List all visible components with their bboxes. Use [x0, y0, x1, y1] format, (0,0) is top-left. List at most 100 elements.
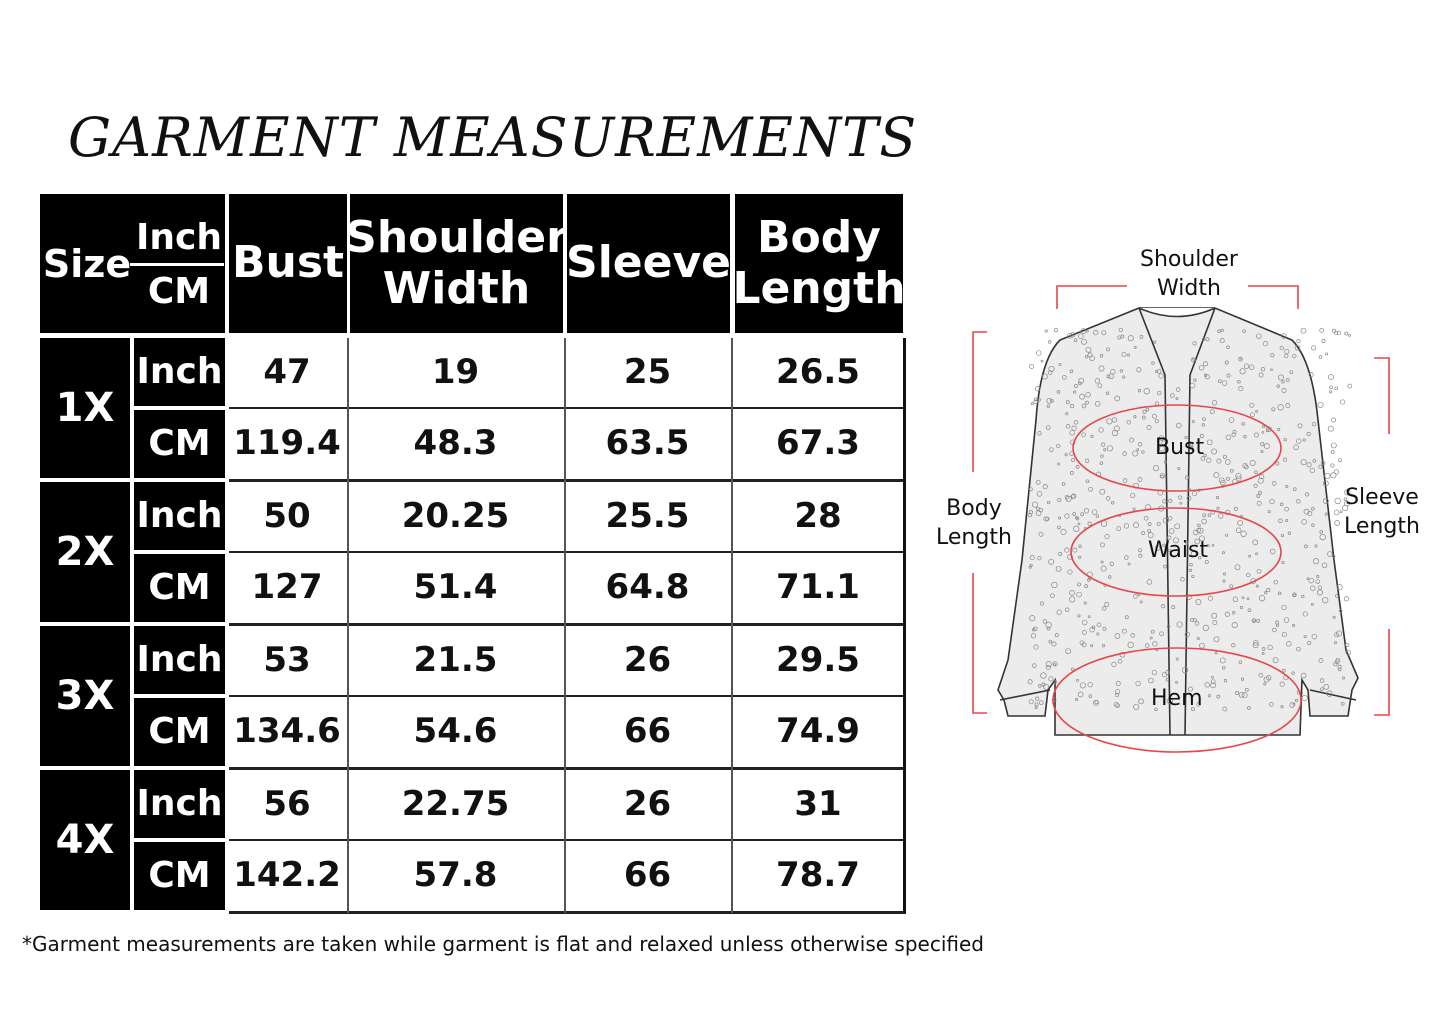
sequin: [1316, 575, 1320, 579]
sequin: [1158, 373, 1164, 379]
sequin: [1100, 565, 1107, 572]
value-inch: 22.75: [350, 772, 561, 838]
sequin: [1113, 701, 1119, 708]
sequin: [1075, 516, 1080, 521]
sequin: [1344, 331, 1349, 336]
value-inch: 47: [229, 340, 345, 406]
sleeve-bracket-bottom: [1374, 629, 1390, 716]
sequin: [1050, 398, 1054, 403]
sequin: [1111, 429, 1119, 437]
sequin: [1133, 415, 1137, 419]
sequin: [1056, 609, 1062, 615]
sequin: [1042, 619, 1048, 624]
sequin: [1032, 663, 1037, 668]
sequin: [1081, 432, 1086, 437]
sequin: [1152, 465, 1160, 472]
sequin: [1081, 403, 1087, 409]
sequin: [1246, 597, 1250, 601]
sequin: [1036, 397, 1041, 402]
sequin: [1115, 703, 1120, 708]
sequin: [1074, 383, 1078, 388]
sequin: [1260, 442, 1265, 447]
sequin: [1138, 548, 1143, 553]
sequin: [1051, 641, 1057, 647]
sequin: [1045, 516, 1050, 521]
sequin: [1324, 512, 1328, 516]
row-divider: [229, 407, 906, 409]
sequin: [1099, 488, 1106, 495]
sequin: [1209, 409, 1215, 415]
sequin: [1255, 409, 1259, 413]
sequin: [1216, 506, 1220, 510]
page-title: GARMENT MEASUREMENTS: [68, 106, 918, 169]
sequin: [1327, 425, 1334, 432]
sequin: [1226, 345, 1230, 350]
sequin: [1241, 692, 1248, 699]
sequin: [1284, 353, 1289, 359]
sequin: [1259, 474, 1265, 480]
sequin: [1292, 353, 1297, 359]
sequin: [1070, 494, 1076, 499]
sequin: [1199, 434, 1204, 438]
sequin: [1162, 543, 1166, 547]
sequin: [1061, 482, 1066, 486]
sequin: [1090, 434, 1094, 439]
sequin: [1311, 345, 1317, 351]
sequin: [1101, 606, 1107, 611]
sequin: [1101, 330, 1107, 336]
sequin: [1175, 657, 1179, 661]
sequin: [1069, 369, 1074, 374]
sequin: [1275, 461, 1280, 466]
sequin: [1322, 498, 1329, 504]
sequin: [1130, 492, 1136, 498]
sequin: [1156, 369, 1162, 374]
sequin: [1045, 621, 1052, 629]
sequin: [1046, 500, 1051, 505]
sequin: [1275, 620, 1280, 625]
sequin: [1041, 682, 1046, 687]
sequin: [1126, 419, 1132, 425]
value-inch: 25: [567, 340, 728, 406]
sequin: [1278, 518, 1283, 523]
sequin: [1137, 477, 1143, 482]
sequin: [1138, 698, 1144, 705]
sequin: [1055, 565, 1062, 572]
sequin: [1035, 510, 1042, 516]
sequin: [1137, 442, 1143, 447]
sequin: [1165, 678, 1170, 682]
sequin: [1338, 458, 1343, 463]
sequin: [1266, 588, 1271, 593]
sequin: [1211, 543, 1215, 547]
sequin: [1081, 338, 1087, 345]
sequin: [1232, 596, 1239, 603]
sequin: [1309, 467, 1315, 474]
sequin: [1079, 682, 1086, 689]
sequin: [1281, 333, 1287, 339]
value-cm: 57.8: [350, 842, 561, 910]
sequin: [1198, 535, 1205, 542]
sequin: [1267, 509, 1271, 514]
sequin: [1323, 480, 1329, 487]
sequin: [1229, 468, 1234, 473]
sequin: [1141, 415, 1146, 420]
sequin: [1147, 529, 1151, 533]
sequin: [1192, 341, 1197, 346]
sequin: [1306, 462, 1312, 468]
sequin: [1127, 562, 1131, 566]
bust-ellipse: [1072, 404, 1282, 492]
sequin: [1235, 691, 1239, 695]
sequin: [1211, 448, 1218, 455]
sequin: [1334, 659, 1340, 665]
sequin: [1124, 555, 1129, 560]
sequin: [1241, 421, 1245, 426]
sequin: [1246, 572, 1251, 578]
sequin: [1296, 499, 1301, 504]
sequin: [1248, 554, 1252, 558]
sequin: [1223, 572, 1227, 576]
bust-label: Bust: [1155, 435, 1205, 460]
sequin: [1078, 333, 1084, 339]
sequin: [1188, 568, 1193, 573]
sequin: [1273, 579, 1278, 585]
value-inch: 50: [229, 484, 345, 550]
sequin: [1206, 543, 1210, 548]
